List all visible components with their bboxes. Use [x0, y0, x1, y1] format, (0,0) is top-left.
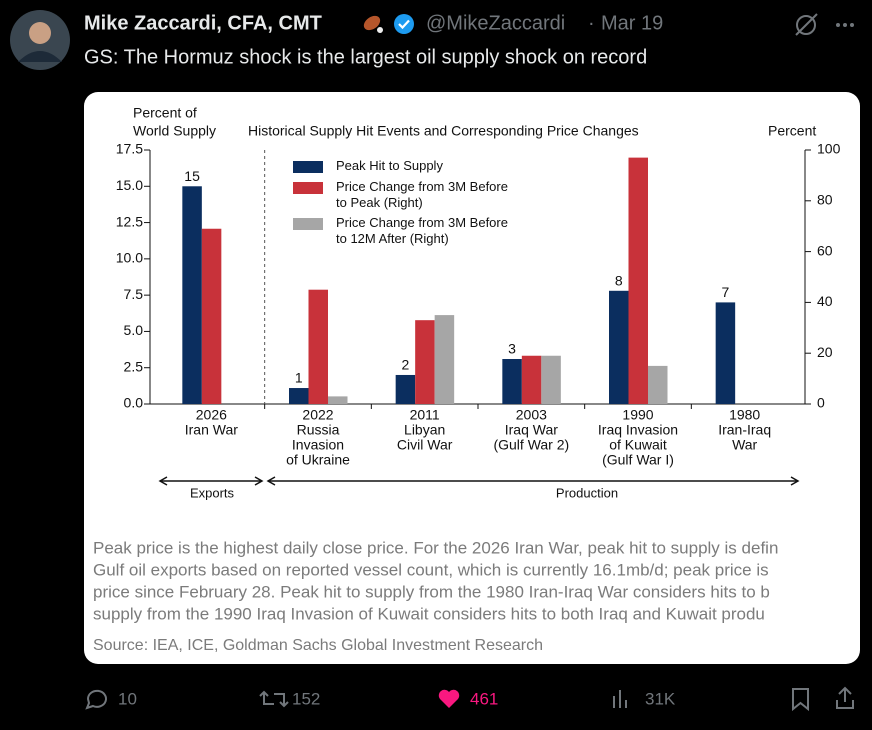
avatar[interactable]: [10, 10, 70, 70]
legend-label: Price Change from 3M Before to 12M After …: [336, 215, 508, 246]
value-label: 3: [508, 341, 516, 357]
y-tick-label: 2.5: [124, 358, 144, 374]
x-tick-label: of Ukraine: [286, 452, 350, 468]
value-label: 2: [402, 357, 410, 373]
bar: [328, 396, 348, 404]
exports-bracket-head: [158, 476, 264, 486]
x-tick-label: 2022: [302, 407, 333, 423]
like-count[interactable]: 461: [470, 689, 498, 708]
value-label: 8: [615, 272, 623, 288]
y-tick-label: 5.0: [124, 322, 144, 338]
bar: [609, 290, 629, 404]
legend-label: Price Change from 3M Before to Peak (Righ…: [336, 179, 508, 210]
bar: [182, 186, 202, 404]
y-axis-title: World Supply: [133, 123, 216, 139]
x-tick-label: 2026: [196, 407, 227, 423]
reply-button[interactable]: [85, 689, 107, 710]
handle[interactable]: @MikeZaccardi: [426, 12, 565, 34]
date[interactable]: Mar 19: [601, 12, 663, 34]
x-tick-label: 1980: [729, 407, 760, 423]
y2-tick-label: 100: [817, 141, 841, 157]
x-tick-label: Russia: [297, 422, 340, 438]
x-tick-label: Civil War: [397, 437, 453, 453]
x-tick-label: Iraq War: [505, 422, 558, 438]
chart: Percent of World Supply Historical Supply …: [93, 105, 841, 655]
x-tick-label: (Gulf War 2): [493, 437, 569, 453]
bar: [628, 157, 648, 404]
footnote: Peak price is the highest daily close pr…: [93, 538, 778, 557]
bar: [201, 228, 222, 404]
more-icon[interactable]: [836, 23, 854, 27]
value-label: 15: [184, 168, 200, 184]
footnote: price since February 28. Peak hit to sup…: [93, 582, 770, 601]
y-axis-title: Percent of: [133, 105, 197, 121]
x-tick-label: 2011: [410, 407, 440, 423]
y-tick-label: 10.0: [116, 250, 143, 266]
legend-swatch: [293, 161, 323, 173]
y2-tick-label: 20: [817, 344, 833, 360]
repost-count[interactable]: 152: [292, 689, 320, 708]
y2-axis-title: Percent: [768, 123, 816, 139]
footnote: supply from the 1990 Iraq Invasion of Ku…: [93, 604, 765, 623]
bar: [715, 302, 736, 404]
y2-tick-label: 80: [817, 192, 833, 208]
bar: [541, 355, 561, 404]
bar: [289, 388, 309, 404]
x-tick-label: 2003: [516, 407, 547, 423]
views-button[interactable]: [613, 690, 627, 708]
repost-button[interactable]: [259, 690, 289, 708]
x-tick-label: Invasion: [292, 437, 344, 453]
y-tick-label: 0.0: [124, 395, 144, 411]
value-label: 7: [722, 284, 730, 300]
y-tick-label: 15.0: [116, 177, 143, 193]
legend-swatch: [293, 218, 323, 230]
separator: ·: [588, 12, 595, 34]
production-bracket-head: [266, 476, 800, 486]
bar: [648, 365, 668, 404]
bar: [308, 289, 328, 404]
image-card[interactable]: [84, 92, 860, 664]
y2-tick-label: 40: [817, 293, 833, 309]
emoji-icon: [363, 15, 383, 33]
reply-count[interactable]: 10: [118, 689, 137, 708]
share-button[interactable]: [836, 686, 854, 709]
x-tick-label: (Gulf War I): [602, 452, 674, 468]
bar: [434, 315, 455, 404]
legend-label: Peak Hit to Supply: [336, 158, 443, 173]
x-tick-label: Iran War: [185, 422, 238, 438]
y-tick-label: 12.5: [116, 213, 143, 229]
grok-icon[interactable]: [795, 13, 818, 36]
y2-tick-label: 0: [817, 395, 825, 411]
group-label: Production: [556, 485, 618, 500]
author-name[interactable]: Mike Zaccardi, CFA, CMT: [84, 12, 322, 34]
y-tick-label: 7.5: [124, 286, 144, 302]
x-tick-label: 1990: [622, 407, 653, 423]
x-tick-label: War: [732, 437, 757, 453]
x-tick-label: Iraq Invasion: [598, 422, 678, 438]
y-tick-label: 17.5: [116, 141, 143, 157]
bookmark-button[interactable]: [792, 688, 809, 712]
bar: [502, 359, 522, 404]
x-tick-label: Iran-Iraq: [718, 422, 771, 438]
x-tick-label: Libyan: [404, 422, 445, 438]
bar: [415, 320, 435, 404]
tweet-text: GS: The Hormuz shock is the largest oil …: [84, 46, 647, 68]
group-label: Exports: [190, 485, 235, 500]
source: Source: IEA, ICE, Goldman Sachs Global I…: [93, 637, 543, 654]
y2-tick-label: 60: [817, 242, 833, 258]
legend-swatch: [293, 182, 323, 194]
like-button[interactable]: [438, 689, 460, 708]
chart-title: Historical Supply Hit Events and Corresp…: [248, 123, 639, 139]
footnote: Gulf oil exports based on reported vesse…: [93, 560, 769, 579]
value-label: 1: [295, 370, 303, 386]
view-count[interactable]: 31K: [645, 689, 676, 708]
bar: [521, 355, 542, 404]
bar: [395, 374, 416, 404]
x-tick-label: of Kuwait: [609, 437, 667, 453]
verified-badge: [394, 14, 414, 34]
